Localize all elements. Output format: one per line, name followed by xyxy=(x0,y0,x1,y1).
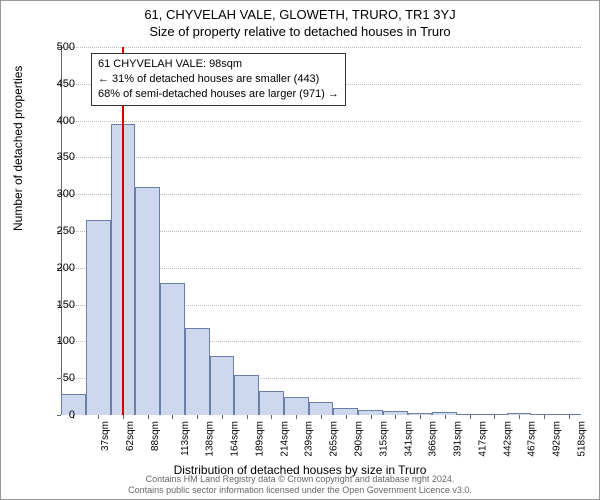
xtick-label: 442sqm xyxy=(502,421,513,457)
footer: Contains HM Land Registry data © Crown c… xyxy=(1,474,599,496)
xtick-mark xyxy=(371,415,372,419)
footer-line1: Contains HM Land Registry data © Crown c… xyxy=(1,474,599,485)
bar xyxy=(284,397,309,415)
chart-title-sub: Size of property relative to detached ho… xyxy=(1,22,599,39)
xtick-label: 214sqm xyxy=(279,421,290,457)
ytick-label: 50 xyxy=(41,372,75,384)
xtick-label: 391sqm xyxy=(453,421,464,457)
chart-container: 61, CHYVELAH VALE, GLOWETH, TRURO, TR1 3… xyxy=(0,0,600,500)
xtick-mark xyxy=(346,415,347,419)
ytick-label: 0 xyxy=(41,409,75,421)
ytick-label: 250 xyxy=(41,225,75,237)
bar xyxy=(86,220,111,415)
xtick-label: 37sqm xyxy=(100,421,111,451)
xtick-label: 366sqm xyxy=(428,421,439,457)
xtick-mark xyxy=(420,415,421,419)
ytick-label: 450 xyxy=(41,78,75,90)
annotation-line1: 61 CHYVELAH VALE: 98sqm xyxy=(98,57,339,72)
ytick-label: 300 xyxy=(41,188,75,200)
xtick-label: 164sqm xyxy=(230,421,241,457)
ytick-label: 500 xyxy=(41,41,75,53)
xtick-mark xyxy=(519,415,520,419)
bar xyxy=(160,283,185,415)
xtick-mark xyxy=(172,415,173,419)
bar xyxy=(185,328,210,415)
xtick-label: 467sqm xyxy=(527,421,538,457)
xtick-mark xyxy=(445,415,446,419)
xtick-mark xyxy=(395,415,396,419)
xtick-label: 417sqm xyxy=(477,421,488,457)
bar xyxy=(234,375,259,415)
xtick-mark xyxy=(470,415,471,419)
xtick-mark xyxy=(197,415,198,419)
grid-line xyxy=(61,47,581,48)
ytick-label: 150 xyxy=(41,299,75,311)
bar xyxy=(259,391,284,415)
xtick-label: 113sqm xyxy=(180,421,191,456)
bar xyxy=(309,402,334,415)
xtick-label: 138sqm xyxy=(205,421,216,457)
xtick-label: 315sqm xyxy=(378,421,389,457)
xtick-label: 239sqm xyxy=(304,421,315,457)
bar xyxy=(135,187,160,415)
xtick-mark xyxy=(123,415,124,419)
bar xyxy=(210,356,235,415)
grid-line xyxy=(61,157,581,158)
xtick-mark xyxy=(494,415,495,419)
xtick-mark xyxy=(296,415,297,419)
ytick-label: 200 xyxy=(41,262,75,274)
xtick-label: 341sqm xyxy=(403,421,414,457)
xtick-label: 62sqm xyxy=(125,421,136,451)
ytick-label: 350 xyxy=(41,151,75,163)
annotation-line2: ← 31% of detached houses are smaller (44… xyxy=(98,72,339,87)
grid-line xyxy=(61,121,581,122)
xtick-label: 88sqm xyxy=(150,421,161,451)
xtick-label: 518sqm xyxy=(576,421,587,457)
y-axis-label: Number of detached properties xyxy=(11,66,25,231)
xtick-label: 189sqm xyxy=(255,421,266,457)
xtick-mark xyxy=(247,415,248,419)
xtick-mark xyxy=(222,415,223,419)
xtick-label: 265sqm xyxy=(329,421,340,457)
annotation-box: 61 CHYVELAH VALE: 98sqm ← 31% of detache… xyxy=(91,53,346,106)
xtick-label: 290sqm xyxy=(354,421,365,457)
footer-line2: Contains public sector information licen… xyxy=(1,485,599,496)
xtick-mark xyxy=(544,415,545,419)
xtick-mark xyxy=(569,415,570,419)
chart-title-main: 61, CHYVELAH VALE, GLOWETH, TRURO, TR1 3… xyxy=(1,1,599,22)
bar xyxy=(333,408,358,415)
xtick-mark xyxy=(321,415,322,419)
xtick-mark xyxy=(148,415,149,419)
xtick-mark xyxy=(98,415,99,419)
xtick-label: 492sqm xyxy=(552,421,563,457)
ytick-label: 100 xyxy=(41,335,75,347)
ytick-label: 400 xyxy=(41,115,75,127)
plot-area: 61 CHYVELAH VALE: 98sqm ← 31% of detache… xyxy=(61,47,581,415)
annotation-line3: 68% of semi-detached houses are larger (… xyxy=(98,87,339,102)
xtick-mark xyxy=(271,415,272,419)
